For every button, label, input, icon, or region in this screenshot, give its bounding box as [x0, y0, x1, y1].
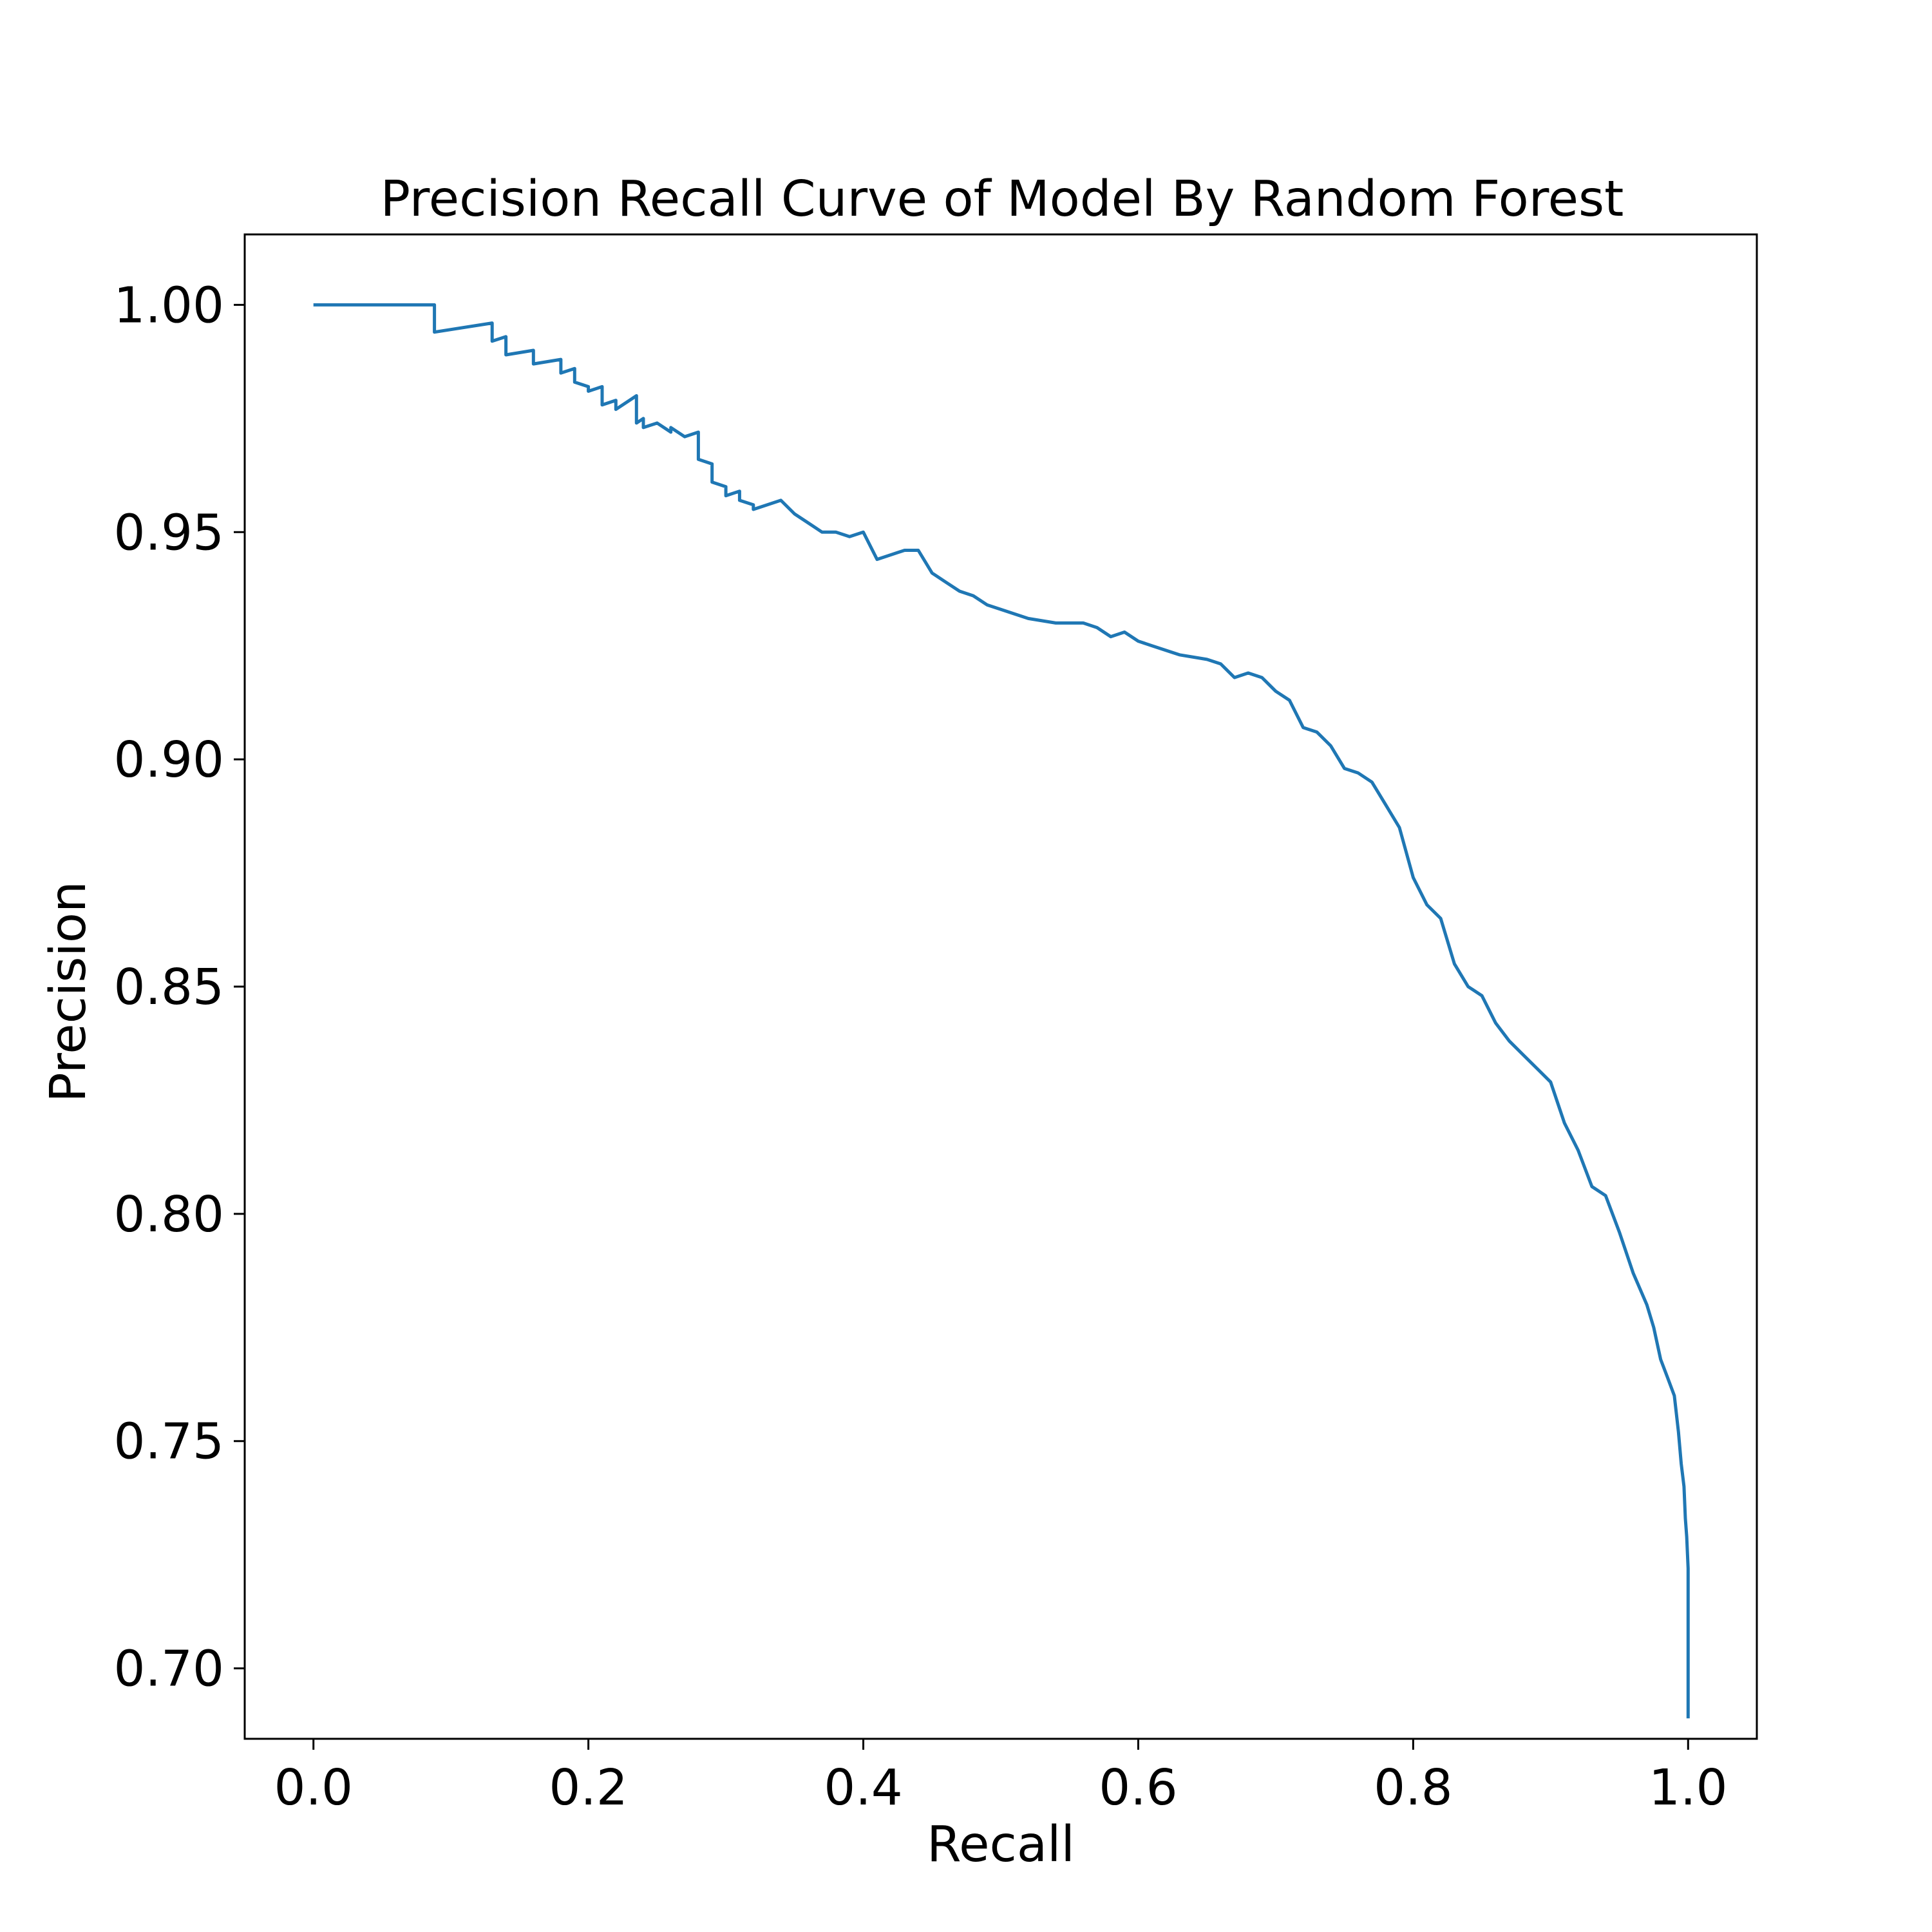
x-tick-label: 0.8: [1374, 1759, 1452, 1817]
x-axis-label: Recall: [927, 1816, 1075, 1873]
y-tick-label: 1.00: [114, 277, 224, 334]
y-tick-label: 0.90: [114, 732, 224, 789]
x-tick-label: 1.0: [1649, 1759, 1727, 1817]
y-tick-label: 0.95: [114, 504, 224, 562]
y-tick-label: 0.75: [114, 1414, 224, 1471]
x-tick-label: 0.2: [549, 1759, 627, 1817]
pr-curve-line-0: [313, 303, 1690, 1719]
y-tick-label: 0.80: [114, 1186, 224, 1244]
plot-area: [313, 303, 1690, 1719]
chart-title: Precision Recall Curve of Model By Rando…: [381, 171, 1624, 228]
y-axis-ticks: 0.70 0.75 0.80 0.85 0.90 0.95 1.00: [114, 277, 245, 1698]
x-tick-label: 0.6: [1099, 1759, 1177, 1817]
x-tick-label: 0.0: [274, 1759, 352, 1817]
x-axis-ticks: 0.0 0.2 0.4 0.6 0.8 1.0: [274, 1739, 1728, 1817]
y-tick-label: 0.70: [114, 1641, 224, 1698]
y-tick-label: 0.85: [114, 959, 224, 1016]
y-axis-label: Precision: [40, 881, 97, 1103]
x-tick-label: 0.4: [824, 1759, 902, 1817]
